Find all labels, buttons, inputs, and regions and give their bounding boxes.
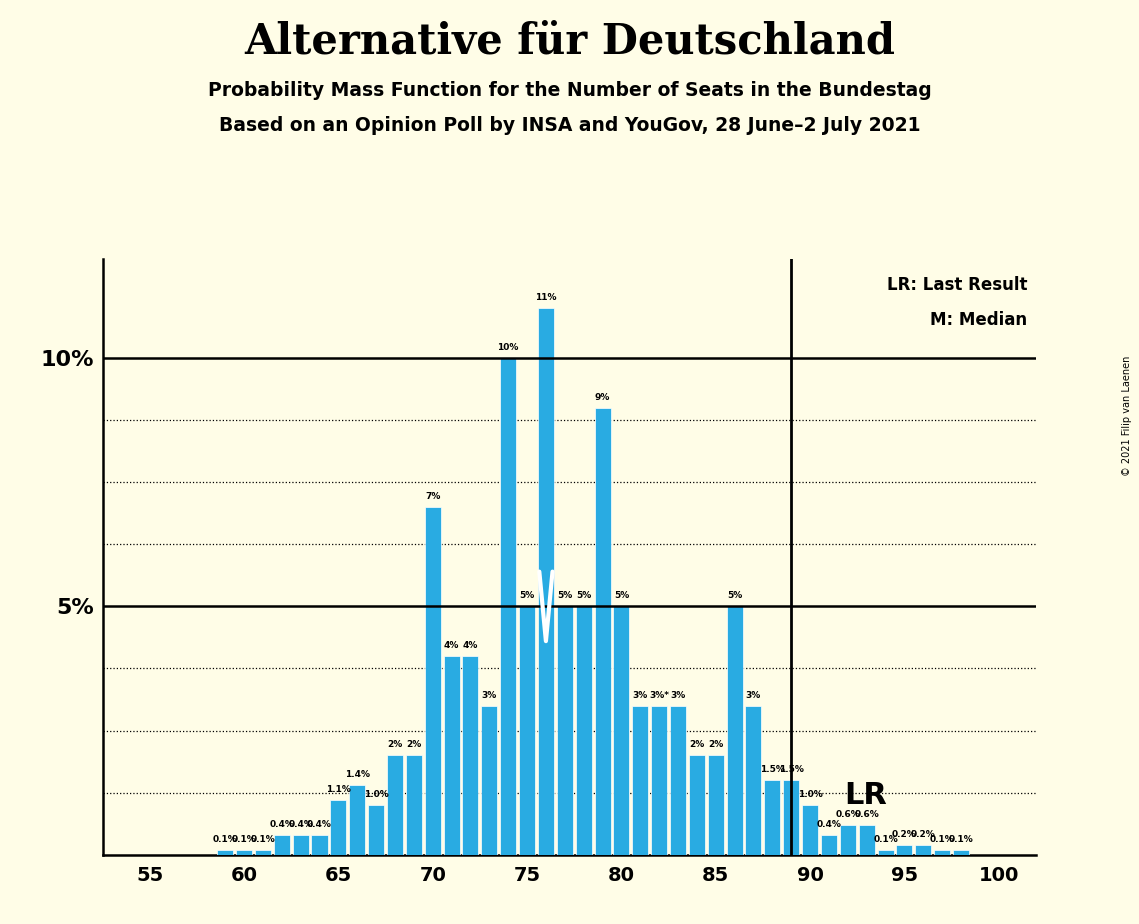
Text: 10%: 10% bbox=[498, 343, 519, 352]
Text: 5%: 5% bbox=[727, 591, 743, 601]
Text: 11%: 11% bbox=[535, 294, 557, 302]
Bar bbox=[255, 850, 271, 855]
Text: 3%: 3% bbox=[671, 691, 686, 699]
Bar bbox=[745, 706, 762, 855]
Text: 5%: 5% bbox=[614, 591, 629, 601]
Bar bbox=[877, 850, 894, 855]
Bar bbox=[293, 835, 309, 855]
Bar bbox=[482, 706, 498, 855]
Bar bbox=[519, 606, 535, 855]
Text: 2%: 2% bbox=[689, 740, 705, 749]
Text: 0.6%: 0.6% bbox=[835, 810, 860, 819]
Bar bbox=[916, 845, 932, 855]
Text: 3%: 3% bbox=[482, 691, 497, 699]
Bar bbox=[896, 845, 912, 855]
Bar bbox=[595, 407, 611, 855]
Bar bbox=[368, 805, 384, 855]
Bar bbox=[575, 606, 591, 855]
Text: 3%*: 3%* bbox=[649, 691, 669, 699]
Bar bbox=[273, 835, 289, 855]
Text: 1.0%: 1.0% bbox=[363, 790, 388, 799]
Bar bbox=[652, 706, 667, 855]
Text: 9%: 9% bbox=[595, 393, 611, 402]
Text: 3%: 3% bbox=[632, 691, 648, 699]
Text: 0.1%: 0.1% bbox=[949, 834, 974, 844]
Text: 1.5%: 1.5% bbox=[779, 765, 804, 774]
Bar bbox=[934, 850, 950, 855]
Text: 0.4%: 0.4% bbox=[288, 820, 313, 829]
Bar bbox=[764, 780, 780, 855]
Bar bbox=[500, 359, 516, 855]
Bar bbox=[462, 656, 478, 855]
Text: 0.1%: 0.1% bbox=[213, 834, 238, 844]
Text: 5%: 5% bbox=[519, 591, 534, 601]
Text: 0.1%: 0.1% bbox=[929, 834, 954, 844]
Bar bbox=[632, 706, 648, 855]
Bar bbox=[311, 835, 328, 855]
Bar bbox=[689, 756, 705, 855]
Text: 2%: 2% bbox=[407, 740, 421, 749]
Text: 0.1%: 0.1% bbox=[251, 834, 276, 844]
Bar bbox=[350, 785, 366, 855]
Bar bbox=[839, 825, 855, 855]
Text: 0.2%: 0.2% bbox=[911, 830, 935, 839]
Bar bbox=[538, 309, 554, 855]
Text: 1.1%: 1.1% bbox=[326, 785, 351, 794]
Text: 5%: 5% bbox=[576, 591, 591, 601]
Text: Alternative für Deutschland: Alternative für Deutschland bbox=[244, 20, 895, 62]
Text: 4%: 4% bbox=[444, 641, 459, 650]
Bar bbox=[859, 825, 875, 855]
Text: 0.4%: 0.4% bbox=[269, 820, 294, 829]
Text: 1.5%: 1.5% bbox=[760, 765, 785, 774]
Text: Based on an Opinion Poll by INSA and YouGov, 28 June–2 July 2021: Based on an Opinion Poll by INSA and You… bbox=[219, 116, 920, 136]
Bar bbox=[387, 756, 403, 855]
Bar bbox=[727, 606, 743, 855]
Bar bbox=[218, 850, 233, 855]
Text: 0.2%: 0.2% bbox=[892, 830, 917, 839]
Text: 4%: 4% bbox=[462, 641, 478, 650]
Bar bbox=[802, 805, 818, 855]
Text: 0.4%: 0.4% bbox=[817, 820, 842, 829]
Bar bbox=[425, 507, 441, 855]
Text: LR: LR bbox=[844, 781, 887, 809]
Text: 1.0%: 1.0% bbox=[797, 790, 822, 799]
Text: 7%: 7% bbox=[425, 492, 441, 501]
Bar bbox=[707, 756, 723, 855]
Text: 0.1%: 0.1% bbox=[231, 834, 256, 844]
Text: 3%: 3% bbox=[746, 691, 761, 699]
Bar bbox=[330, 800, 346, 855]
Bar bbox=[236, 850, 252, 855]
Text: LR: Last Result: LR: Last Result bbox=[886, 276, 1027, 294]
Text: 0.6%: 0.6% bbox=[854, 810, 879, 819]
Text: © 2021 Filip van Laenen: © 2021 Filip van Laenen bbox=[1122, 356, 1132, 476]
Text: 0.4%: 0.4% bbox=[308, 820, 331, 829]
Bar bbox=[614, 606, 630, 855]
Bar bbox=[557, 606, 573, 855]
Text: Probability Mass Function for the Number of Seats in the Bundestag: Probability Mass Function for the Number… bbox=[207, 81, 932, 101]
Text: 1.4%: 1.4% bbox=[345, 771, 370, 779]
Text: M: Median: M: Median bbox=[929, 310, 1027, 329]
Bar bbox=[443, 656, 460, 855]
Bar bbox=[784, 780, 800, 855]
Text: 5%: 5% bbox=[557, 591, 573, 601]
Text: 2%: 2% bbox=[387, 740, 402, 749]
Text: 2%: 2% bbox=[708, 740, 723, 749]
Bar bbox=[821, 835, 837, 855]
Bar bbox=[953, 850, 969, 855]
Text: 0.1%: 0.1% bbox=[874, 834, 898, 844]
Bar bbox=[405, 756, 421, 855]
Bar bbox=[670, 706, 686, 855]
